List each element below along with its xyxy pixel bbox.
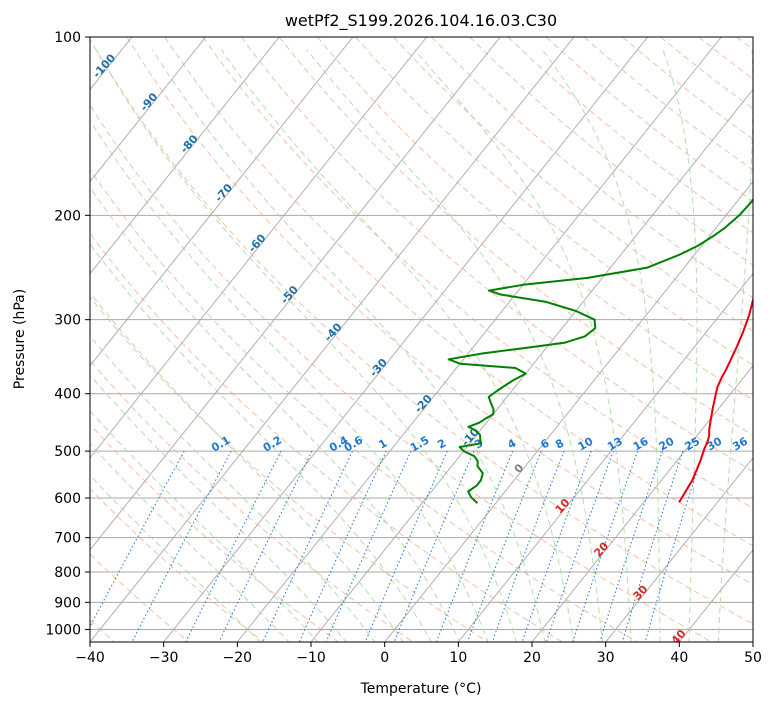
moist-adiabat-line bbox=[90, 186, 461, 642]
y-tick-label: 500 bbox=[54, 444, 81, 460]
dry-adiabat-line bbox=[90, 359, 414, 642]
isotherm-line bbox=[90, 37, 280, 275]
y-tick-label: 100 bbox=[54, 30, 81, 46]
mixing-ratio-line bbox=[393, 450, 475, 642]
moist-adiabat-line bbox=[90, 443, 290, 642]
mixing-ratio-line bbox=[491, 450, 565, 642]
y-tick-label: 200 bbox=[54, 208, 81, 224]
x-tick-label: 30 bbox=[597, 650, 615, 666]
x-tick-label: −10 bbox=[296, 650, 326, 666]
y-axis-title: Pressure (hPa) bbox=[12, 289, 28, 389]
x-tick-label: 10 bbox=[449, 650, 467, 666]
isotherm-lines bbox=[0, 37, 753, 642]
x-tick-label: −20 bbox=[223, 650, 253, 666]
isotherm-line bbox=[90, 37, 354, 367]
y-tick-label: 900 bbox=[54, 595, 81, 611]
y-tick-label: 300 bbox=[54, 313, 81, 329]
mixing-ratio-line bbox=[218, 450, 313, 642]
moist-adiabat-line bbox=[151, 49, 546, 642]
isotherm-line bbox=[90, 37, 428, 459]
moist-adiabat-line bbox=[717, 49, 753, 642]
moist-adiabat-line bbox=[95, 49, 518, 642]
y-tick-label: 400 bbox=[54, 387, 81, 403]
mixing-ratio-line bbox=[521, 450, 592, 642]
moist-adiabat-line bbox=[662, 49, 698, 642]
dry-adiabat-line bbox=[278, 37, 753, 436]
x-tick-label: 50 bbox=[744, 650, 762, 666]
isotherm-line bbox=[90, 37, 501, 551]
dry-adiabat-line bbox=[164, 37, 753, 547]
mixing-ratio-line bbox=[90, 450, 185, 628]
isotherm-line bbox=[605, 457, 753, 642]
isotherm-line bbox=[236, 37, 722, 642]
moist-adiabat-line bbox=[90, 409, 319, 642]
dry-adiabat-line bbox=[317, 37, 753, 401]
dry-adiabat-line bbox=[469, 37, 753, 266]
moist-adiabat-line bbox=[90, 119, 489, 642]
isotherm-line bbox=[90, 37, 207, 183]
x-tick-label: −40 bbox=[75, 650, 105, 666]
temperature-profile-line bbox=[678, 264, 753, 503]
mixing-ratio-line bbox=[467, 450, 542, 642]
isotherm-line bbox=[384, 180, 753, 642]
mixing-ratio-line bbox=[131, 450, 232, 642]
isotherm-line bbox=[0, 37, 58, 642]
plot-frame bbox=[89, 36, 754, 643]
sounding-series bbox=[447, 197, 753, 504]
moist-adiabat-line bbox=[90, 243, 432, 642]
x-tick-label: −30 bbox=[149, 650, 179, 666]
dry-adiabat-line bbox=[90, 38, 753, 625]
moist-adiabat-line bbox=[90, 474, 261, 642]
dry-adiabat-line bbox=[507, 37, 753, 234]
plot-area: 0.1 0.2 0.40.6 1 1.5 2 3 4 6 8 10 13 16 20 25 30 36-100-… bbox=[0, 37, 753, 642]
isotherm-line bbox=[531, 365, 753, 642]
plot-background bbox=[90, 37, 753, 642]
dry-adiabat-line bbox=[355, 37, 753, 366]
moist-adiabat-line bbox=[90, 292, 404, 642]
isotherm-line bbox=[310, 88, 753, 642]
y-tick-label: 800 bbox=[54, 565, 81, 581]
y-tick-label: 1000 bbox=[45, 622, 81, 638]
mixing-ratio-line bbox=[435, 450, 514, 642]
dry-adiabat-line bbox=[126, 37, 753, 586]
isotherm-line bbox=[457, 272, 753, 642]
dry-adiabat-line bbox=[583, 37, 753, 171]
chart-title: wetPf2_S199.2026.104.16.03.C30 bbox=[285, 11, 557, 31]
mixing-ratio-line bbox=[599, 450, 663, 642]
moist-adiabat-line bbox=[220, 49, 575, 642]
moist-adiabat-line bbox=[90, 374, 347, 642]
dry-adiabat-lines bbox=[90, 37, 753, 642]
dry-adiabat-line bbox=[90, 488, 264, 642]
mixing-ratio-lines bbox=[90, 450, 705, 642]
isotherm-line bbox=[752, 641, 753, 642]
x-tick-label: 20 bbox=[523, 650, 541, 666]
moist-adiabat-line bbox=[306, 49, 603, 642]
moist-adiabat-line bbox=[413, 49, 632, 642]
moist-adiabat-line bbox=[90, 335, 376, 642]
mixing-ratio-line bbox=[262, 450, 353, 642]
dry-adiabat-line bbox=[393, 37, 753, 332]
x-axis-title: Temperature (°C) bbox=[360, 681, 482, 697]
y-tick-label: 600 bbox=[54, 491, 81, 507]
isotherm-line bbox=[90, 37, 575, 642]
y-tick-label: 700 bbox=[54, 531, 81, 547]
isotherm-line bbox=[163, 37, 649, 642]
mixing-ratio-line bbox=[185, 450, 282, 642]
mixing-ratio-line bbox=[298, 450, 387, 642]
dry-adiabat-line bbox=[622, 37, 753, 140]
y-axis: 100 200 300 400 500 600 700 800 900 1000 bbox=[45, 30, 90, 638]
moist-adiabat-lines bbox=[90, 49, 753, 642]
x-axis: −40 −30 −20 −10 0 10 20 30 40 50 bbox=[75, 642, 762, 666]
x-tick-label: 0 bbox=[380, 650, 389, 666]
mixing-ratio-line bbox=[572, 450, 639, 642]
dry-adiabat-line bbox=[90, 296, 488, 642]
moist-adiabat-line bbox=[541, 49, 661, 642]
dry-adiabat-line bbox=[240, 37, 753, 472]
x-tick-label: 40 bbox=[670, 650, 688, 666]
dewpoint-profile-line bbox=[447, 197, 753, 504]
